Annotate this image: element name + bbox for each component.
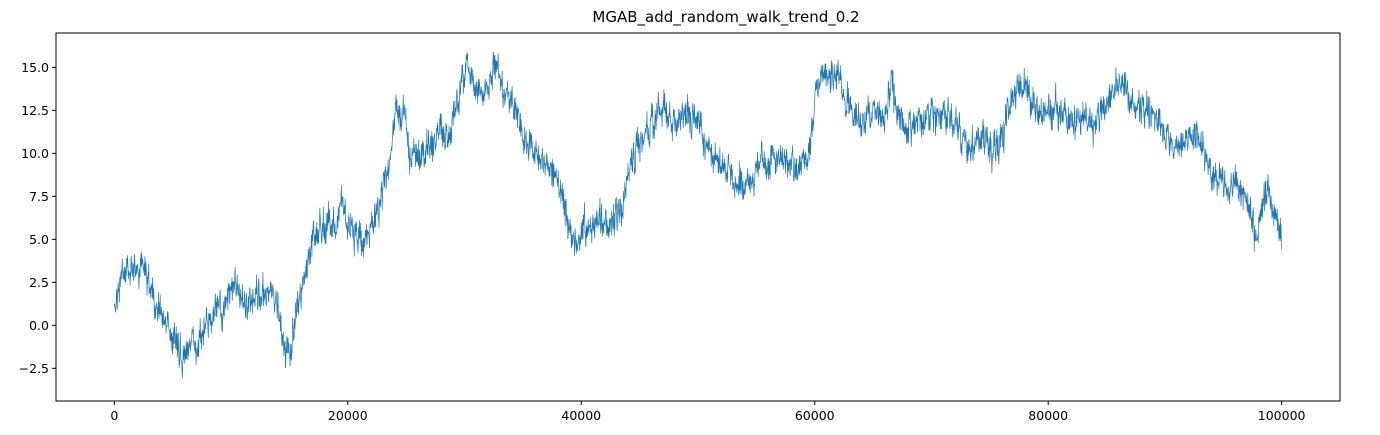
y-tick-label: 2.5 bbox=[29, 275, 49, 290]
y-tick-label: 10.0 bbox=[21, 146, 49, 161]
x-axis: 0 20000 40000 60000 80000 100000 bbox=[110, 401, 1306, 423]
x-tick-label: 100000 bbox=[1258, 408, 1306, 423]
y-tick-label: 7.5 bbox=[29, 189, 49, 204]
y-axis: −2.5 0.0 2.5 5.0 7.5 10.0 12.5 15.0 bbox=[19, 60, 56, 376]
x-tick-label: 0 bbox=[110, 408, 118, 423]
x-tick-label: 60000 bbox=[795, 408, 835, 423]
y-tick-label: 15.0 bbox=[21, 60, 49, 75]
axes-frame bbox=[55, 32, 1341, 402]
plot-area bbox=[114, 51, 1282, 379]
x-tick-label: 20000 bbox=[328, 408, 368, 423]
y-tick-label: 5.0 bbox=[29, 232, 49, 247]
x-tick-label: 80000 bbox=[1028, 408, 1068, 423]
y-tick-label: 12.5 bbox=[21, 103, 49, 118]
y-tick-label: 0.0 bbox=[29, 318, 49, 333]
chart-title: MGAB_add_random_walk_trend_0.2 bbox=[592, 8, 859, 27]
series-line-0 bbox=[114, 51, 1282, 379]
x-tick-label: 40000 bbox=[561, 408, 601, 423]
y-tick-label: −2.5 bbox=[19, 361, 49, 376]
